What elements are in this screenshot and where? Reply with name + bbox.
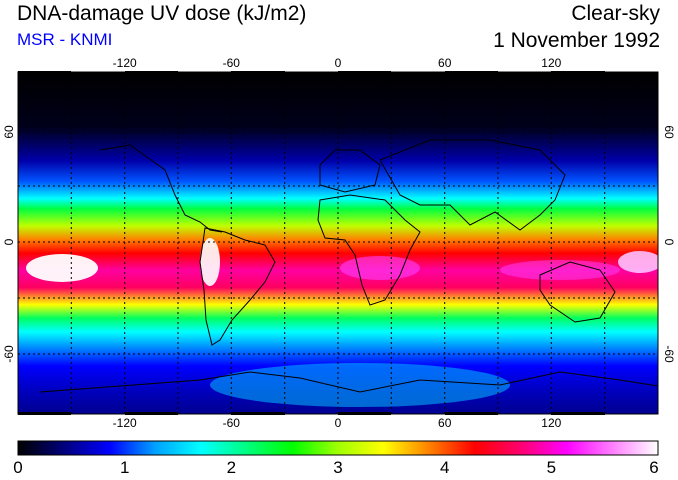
lon-label-top: 0	[335, 56, 342, 70]
frame-bar	[445, 412, 498, 415]
colorbar-label: 3	[333, 458, 343, 477]
frame-bar	[231, 412, 285, 415]
date-label: 1 November 1992	[493, 29, 660, 52]
lon-label-bottom: 0	[335, 416, 342, 430]
hotspot-indian	[500, 260, 620, 280]
hotspot-east	[618, 251, 658, 273]
frame-bar	[551, 71, 605, 74]
frame-scale-bars	[18, 71, 605, 415]
colorbar	[17, 440, 659, 456]
coast-antarctica	[39, 371, 658, 393]
coast-australia	[539, 261, 616, 323]
frame-bar	[18, 71, 71, 74]
frame-bar	[18, 412, 71, 415]
lon-label-top: 120	[541, 56, 561, 70]
frame-bar	[125, 71, 178, 74]
lat-label-right: -60	[662, 345, 676, 363]
condition-label: Clear-sky	[571, 2, 660, 25]
frame-bar	[551, 412, 605, 415]
frame-bar	[125, 412, 178, 415]
coastlines	[39, 139, 658, 393]
coast-south-america	[199, 227, 276, 346]
graticule	[18, 72, 658, 414]
lon-label-top: -60	[223, 56, 241, 70]
hotspot-africa	[340, 256, 420, 280]
hotspot-pacific	[26, 254, 98, 282]
frame-bar	[445, 71, 498, 74]
colorbar-label: 4	[439, 458, 450, 477]
frame-bar	[231, 71, 285, 74]
source-label: MSR - KNMI	[17, 30, 113, 49]
lat-label-right: 60	[662, 125, 676, 139]
colorbar-label: 1	[119, 458, 130, 477]
frame-bar	[338, 412, 391, 415]
lon-label-bottom: -120	[113, 416, 137, 430]
colorbar-label: 5	[546, 458, 557, 477]
lat-label-left: 60	[2, 125, 16, 139]
lat-label-right: 0	[662, 239, 676, 246]
lon-label-top: 60	[438, 56, 452, 70]
hotspot-andes	[200, 238, 220, 286]
lat-label-left: -60	[2, 345, 16, 363]
colorbar-label: 6	[649, 458, 659, 477]
lon-label-bottom: 60	[438, 416, 452, 430]
colorbar-label: 2	[226, 458, 237, 477]
chart-title: DNA-damage UV dose (kJ/m2)	[17, 2, 307, 25]
frame-bar	[338, 71, 391, 74]
lat-label-left: 0	[2, 238, 16, 245]
lon-label-bottom: 120	[541, 416, 561, 430]
map-field	[18, 72, 658, 414]
lon-label-bottom: -60	[223, 416, 241, 430]
colorbar-label: 0	[13, 458, 23, 477]
antarctic-band	[210, 363, 510, 407]
coast-africa	[317, 194, 421, 306]
coast-asia	[379, 139, 566, 231]
lon-label-top: -120	[113, 56, 137, 70]
